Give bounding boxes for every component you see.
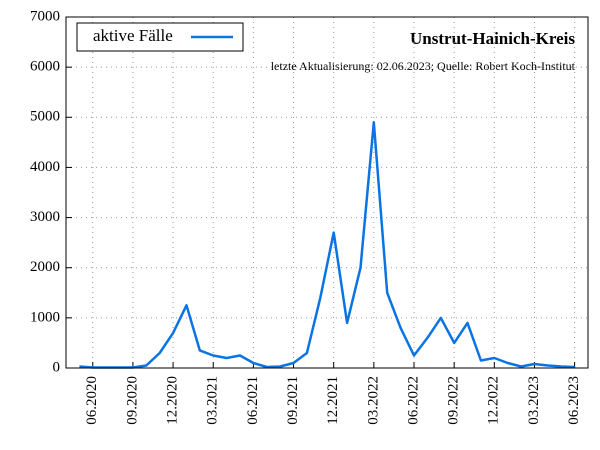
y-tick-label: 1000: [30, 309, 60, 325]
legend-label: aktive Fälle: [93, 26, 173, 45]
x-tick-label: 12.2022: [486, 376, 502, 425]
y-tick-label: 3000: [30, 209, 60, 225]
data-line: [79, 121, 575, 369]
x-tick-label: 09.2021: [285, 376, 301, 425]
chart-subtitle: letzte Aktualisierung: 02.06.2023; Quell…: [271, 59, 576, 73]
y-tick-label: 6000: [30, 59, 60, 75]
y-tick-label: 2000: [30, 259, 60, 275]
x-tick-label: 06.2021: [245, 376, 261, 425]
y-tick-label: 5000: [30, 109, 60, 125]
y-tick-label: 4000: [30, 159, 60, 175]
x-tick-label: 06.2020: [84, 376, 100, 425]
x-tick-label: 06.2022: [405, 376, 421, 425]
chart-title: Unstrut-Hainich-Kreis: [410, 29, 575, 48]
y-tick-label: 0: [53, 359, 61, 375]
x-tick-label: 12.2021: [325, 376, 341, 425]
x-tick-label: 03.2023: [526, 376, 542, 425]
plot-frame: [65, 16, 589, 369]
x-tick-label: 09.2022: [446, 376, 462, 425]
x-tick-label: 03.2022: [365, 376, 381, 425]
x-tick-label: 06.2023: [566, 376, 582, 425]
x-tick-label: 09.2020: [124, 376, 140, 425]
x-tick-label: 03.2021: [205, 376, 221, 425]
x-tick-label: 12.2020: [165, 376, 181, 425]
y-tick-label: 7000: [30, 8, 60, 24]
